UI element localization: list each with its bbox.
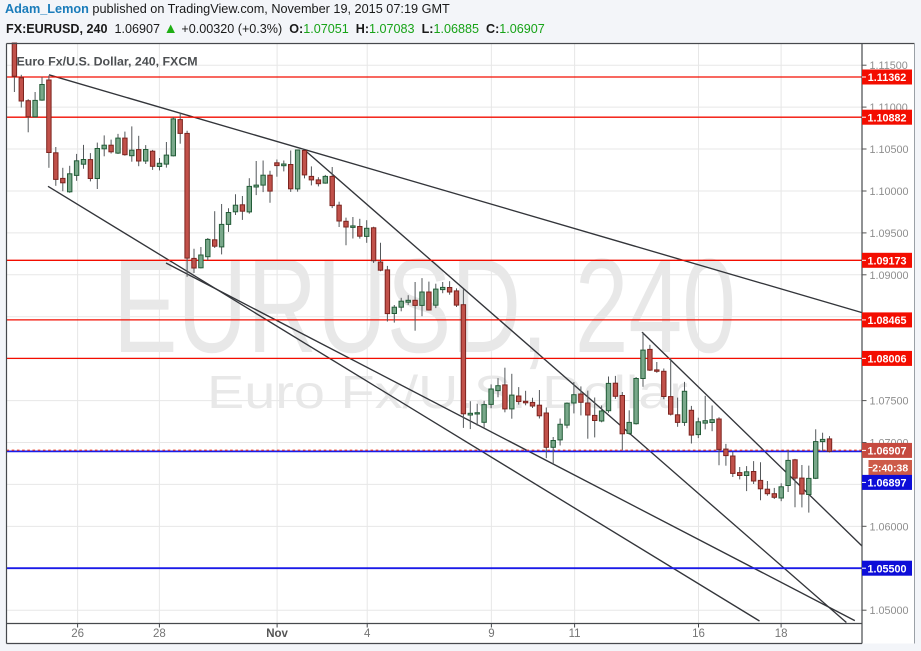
svg-text:1.10500: 1.10500 bbox=[870, 144, 909, 156]
svg-text:1.08006: 1.08006 bbox=[867, 354, 906, 366]
svg-text:1.09000: 1.09000 bbox=[870, 270, 909, 282]
svg-text:1.06000: 1.06000 bbox=[870, 521, 909, 533]
svg-text:1.10882: 1.10882 bbox=[867, 112, 906, 124]
svg-text:18: 18 bbox=[775, 628, 788, 640]
svg-text:1.06897: 1.06897 bbox=[867, 478, 906, 490]
svg-text:1.08465: 1.08465 bbox=[867, 315, 906, 327]
svg-text:1.07500: 1.07500 bbox=[870, 396, 909, 408]
svg-text:9: 9 bbox=[488, 628, 494, 640]
svg-text:11: 11 bbox=[569, 628, 581, 640]
svg-text:1.06907: 1.06907 bbox=[867, 446, 906, 458]
svg-text:2:40:38: 2:40:38 bbox=[872, 464, 908, 475]
svg-text:1.11362: 1.11362 bbox=[868, 72, 906, 84]
svg-text:Euro Fx/U.S. Dollar, 240, FXCM: Euro Fx/U.S. Dollar, 240, FXCM bbox=[17, 55, 198, 69]
svg-text:1.05000: 1.05000 bbox=[870, 605, 909, 617]
svg-text:1.09173: 1.09173 bbox=[867, 256, 906, 268]
svg-text:28: 28 bbox=[153, 628, 166, 640]
svg-text:16: 16 bbox=[692, 628, 705, 640]
svg-text:Nov: Nov bbox=[266, 628, 288, 640]
svg-text:1.10000: 1.10000 bbox=[870, 186, 909, 198]
svg-text:EURUSD, 240: EURUSD, 240 bbox=[113, 232, 736, 381]
svg-text:1.09500: 1.09500 bbox=[870, 228, 909, 240]
svg-text:1.11500: 1.11500 bbox=[870, 60, 908, 72]
svg-text:4: 4 bbox=[364, 628, 371, 640]
svg-text:1.05500: 1.05500 bbox=[867, 563, 906, 575]
svg-text:26: 26 bbox=[71, 628, 84, 640]
